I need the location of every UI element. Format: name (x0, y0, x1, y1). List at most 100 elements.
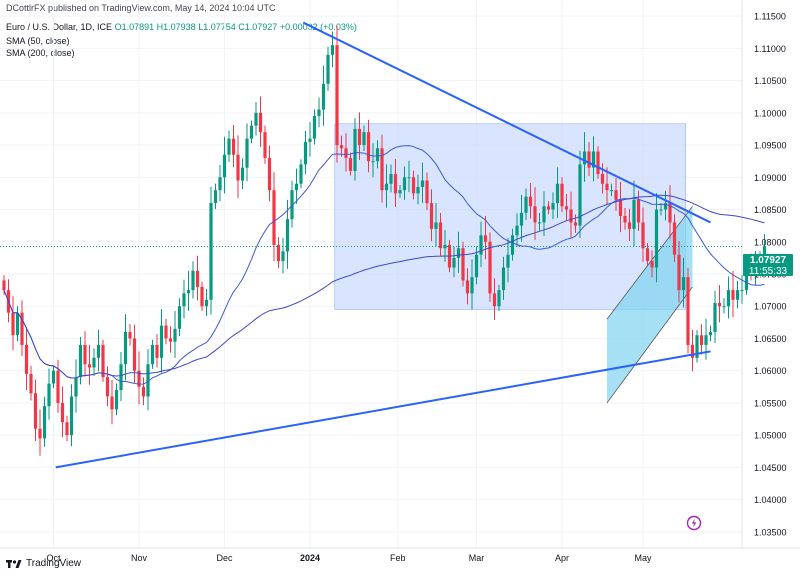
x-tick-label: May (634, 553, 652, 563)
candle-body (128, 332, 132, 339)
candle-body (623, 215, 627, 223)
candle-body (429, 203, 434, 229)
candle-body (51, 370, 56, 384)
y-tick-label: 1.05000 (754, 431, 787, 441)
candle-body (231, 138, 236, 155)
y-tick-label: 1.11500 (754, 12, 786, 22)
candle-body (308, 138, 312, 142)
candle-body (380, 148, 384, 191)
sma200-legend[interactable]: SMA (200, close) (6, 48, 75, 58)
candle-body (537, 222, 542, 224)
sma50-line (3, 145, 765, 385)
candle-body (47, 383, 51, 407)
lightning-icon[interactable] (686, 515, 702, 531)
x-tick-label: Dec (216, 553, 233, 563)
candle-body (474, 254, 479, 278)
x-tick-label: Oct (46, 553, 61, 563)
candle-body (2, 280, 6, 291)
candle-body (740, 290, 744, 292)
ascending-trendline (55, 350, 711, 469)
candle-body (24, 344, 29, 374)
candle-body (353, 128, 357, 171)
candle-body (573, 222, 578, 226)
candle-body (92, 357, 96, 368)
candle-body (713, 303, 717, 333)
candle-body (690, 344, 695, 358)
candle-body (87, 364, 92, 368)
candle-body (321, 83, 326, 110)
candle-body (330, 45, 335, 55)
symbol-title: Euro / U.S. Dollar, 1D, ICE (6, 22, 113, 32)
y-tick-label: 1.11000 (754, 44, 786, 54)
candle-body (542, 206, 546, 223)
ohlc-legend: Euro / U.S. Dollar, 1D, ICE O1.07891 H1.… (6, 22, 357, 32)
change-value: +0.00032 (+0.03%) (279, 22, 357, 32)
candle-body (294, 183, 299, 191)
candle-body (191, 270, 195, 291)
candle-body (731, 290, 735, 300)
candle-body (708, 332, 713, 336)
candle-body (735, 290, 740, 300)
candle-body (267, 157, 272, 191)
candle-body (245, 138, 249, 168)
candle-body (150, 344, 155, 365)
y-tick-label: 1.10500 (754, 76, 787, 86)
y-tick-label: 1.07000 (754, 302, 787, 312)
candle-body (303, 141, 308, 165)
candle-body (681, 277, 686, 291)
candle-body (704, 335, 708, 345)
candle-body (344, 148, 348, 158)
y-tick-label: 1.09000 (754, 173, 787, 183)
candle-body (411, 177, 416, 194)
candle-body (434, 222, 438, 229)
candle-body (110, 396, 114, 410)
candle-body (564, 206, 569, 210)
candle-body (560, 183, 564, 207)
candle-body (479, 235, 483, 255)
candle-body (326, 54, 330, 84)
candle-body (312, 116, 317, 139)
candle-body (636, 199, 641, 223)
candle-body (393, 174, 398, 194)
candle-body (371, 161, 375, 163)
candle-body (668, 203, 672, 223)
channel-upper-line (606, 206, 693, 320)
tradingview-logo-icon (6, 559, 22, 568)
candle-body (425, 180, 429, 204)
candle-body (15, 312, 20, 336)
candle-body (762, 246, 767, 258)
brand-name: TradingView (26, 558, 82, 569)
candle-body (74, 377, 78, 397)
sma50-legend[interactable]: SMA (50, close) (6, 36, 70, 46)
candle-body (348, 157, 353, 171)
candle-body (272, 190, 276, 245)
candle-body (510, 235, 515, 255)
candle-body (204, 299, 209, 307)
y-tick-label: 1.10000 (754, 108, 787, 118)
candle-body (218, 177, 222, 191)
candle-body (42, 406, 47, 439)
candle-body (596, 151, 600, 175)
low-value: L1.07754 (198, 22, 236, 32)
candle-body (249, 125, 254, 139)
candle-body (672, 222, 677, 255)
candle-body (299, 164, 303, 184)
candle-body (159, 325, 164, 358)
candle-body (290, 190, 294, 220)
candle-body (609, 190, 614, 192)
candle-body (582, 151, 587, 165)
candle-body (200, 286, 204, 307)
candle-body (281, 251, 285, 262)
y-tick-label: 1.08500 (754, 205, 787, 215)
candle-body (69, 396, 74, 436)
candle-body (155, 344, 159, 358)
last-price-tag: 1.07927 11:55:33 (743, 254, 793, 277)
candle-body (177, 306, 182, 329)
candle-body (114, 390, 119, 410)
candle-body (285, 219, 290, 252)
candle-body (578, 164, 582, 226)
candle-body (663, 203, 668, 210)
candle-body (33, 393, 38, 429)
publisher-header: DCottlrFX published on TradingView.com, … (6, 3, 276, 13)
